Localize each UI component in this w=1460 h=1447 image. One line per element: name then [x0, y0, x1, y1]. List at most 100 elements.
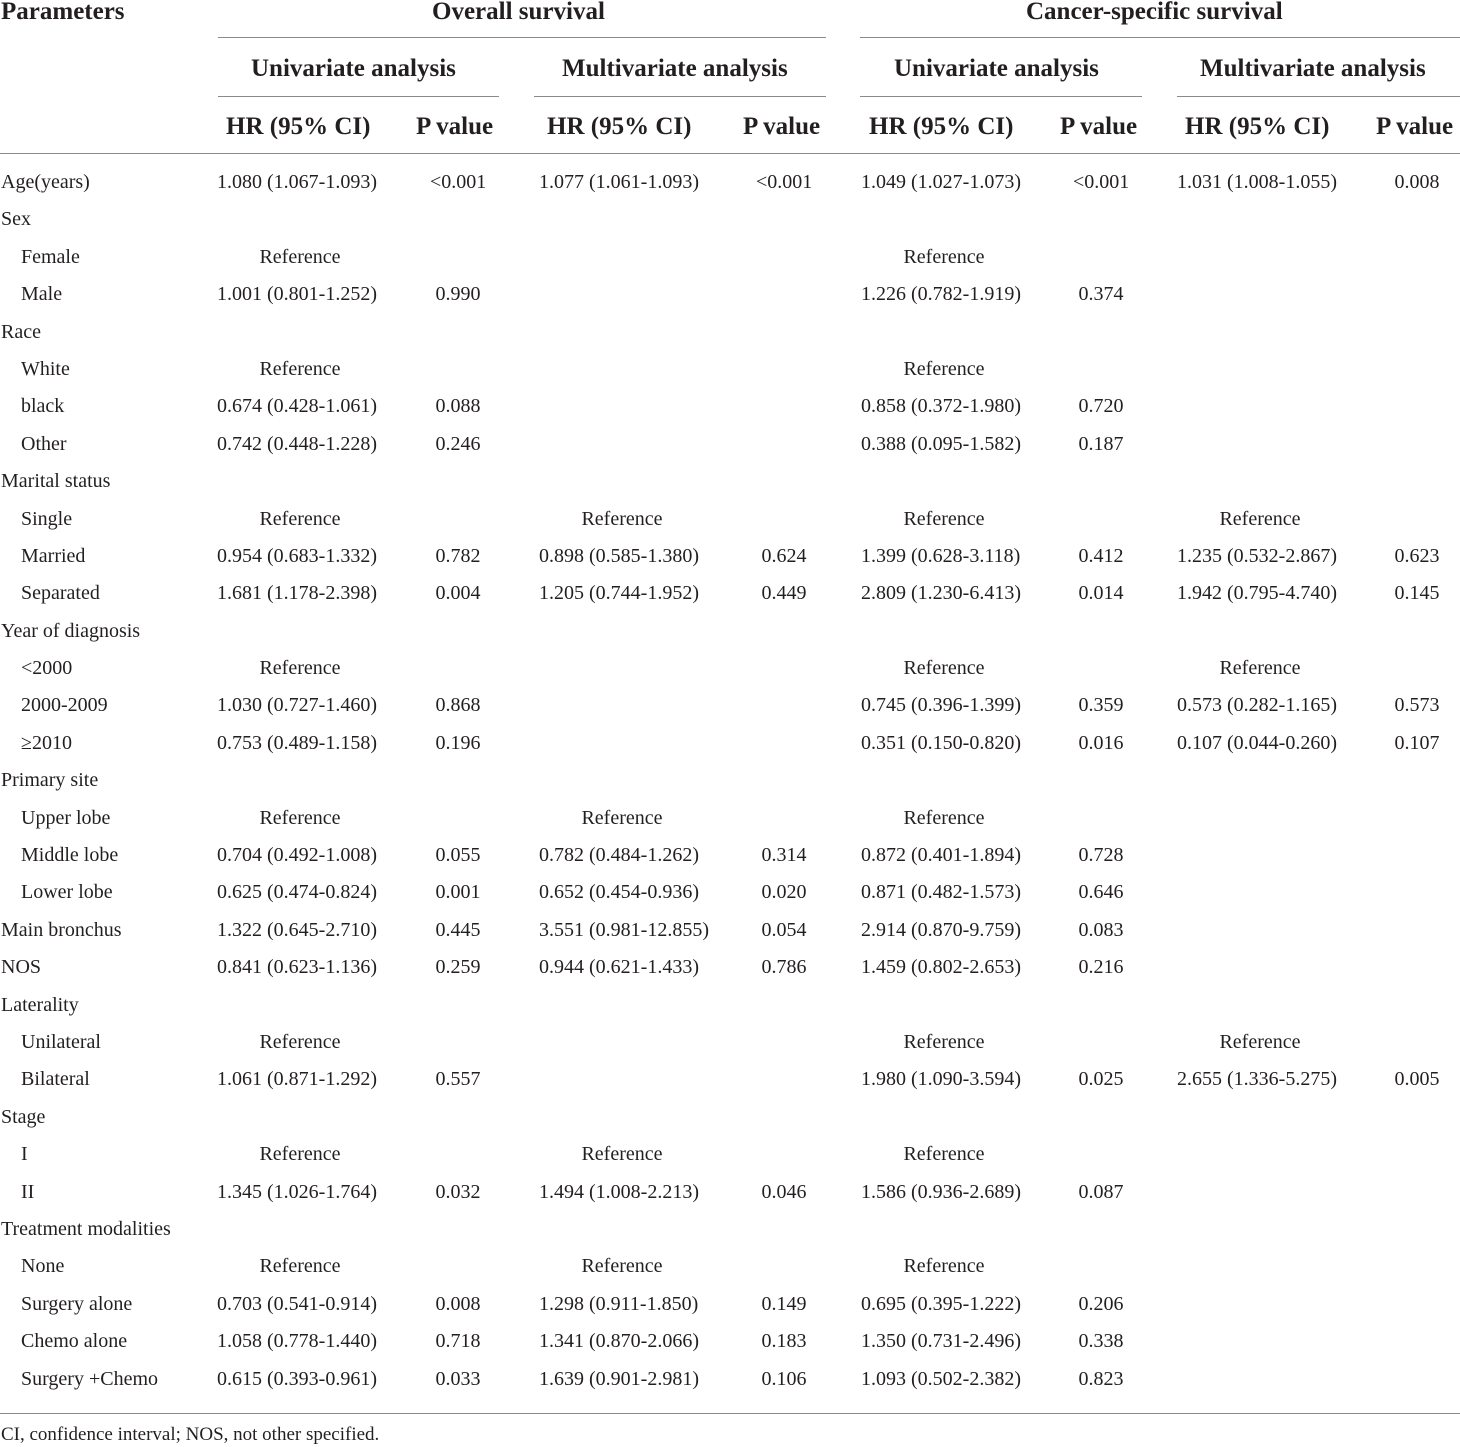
column-header-hr-1: HR (95% CI)	[226, 113, 371, 140]
table-row: Separated 1.681 (1.178-2.398) 0.004 1.205 (…	[0, 575, 1460, 612]
hr-ci-cell: Reference	[259, 1255, 341, 1278]
hr-ci-cell: 1.061 (0.871-1.292)	[217, 1068, 377, 1091]
row-label: black	[21, 395, 65, 418]
p-value-cell: 0.573	[1394, 694, 1440, 717]
p-value-cell: 0.786	[761, 956, 807, 979]
parameters-header: Parameters	[1, 0, 125, 25]
table-row: Middle lobe 0.704 (0.492-1.008) 0.055 0.782…	[0, 837, 1460, 874]
p-value-cell: <0.001	[756, 171, 813, 193]
hr-ci-cell: 0.944 (0.621-1.433)	[539, 956, 699, 979]
table-row: ≥2010 0.753 (0.489-1.158) 0.196 0.351 (0.15…	[0, 725, 1460, 762]
table-row: Male 1.001 (0.801-1.252) 0.990 1.226 (0.782…	[0, 276, 1460, 313]
row-label: Separated	[21, 582, 100, 605]
row-label: Year of diagnosis	[1, 619, 141, 642]
hr-ci-cell: 0.858 (0.372-1.980)	[861, 395, 1021, 418]
hr-ci-cell: Reference	[581, 1143, 663, 1166]
table-row: I Reference Reference Reference	[0, 1136, 1460, 1173]
p-value-cell: <0.001	[1073, 171, 1130, 193]
row-label: Main bronchus	[1, 918, 122, 941]
p-value-cell: 0.359	[1078, 694, 1124, 717]
column-header-p-4: P value	[1376, 113, 1454, 140]
hr-ci-cell: Reference	[581, 507, 663, 530]
hr-ci-cell: 1.226 (0.782-1.919)	[861, 283, 1021, 306]
row-label: Chemo alone	[21, 1330, 128, 1353]
table-row: Surgery alone 0.703 (0.541-0.914) 0.008 1.2…	[0, 1286, 1460, 1323]
p-value-cell: 0.187	[1078, 432, 1124, 455]
table-row: Laterality	[0, 987, 1460, 1024]
p-value-cell: 0.001	[435, 881, 481, 904]
table-row: Other 0.742 (0.448-1.228) 0.246 0.388 (0.09…	[0, 426, 1460, 463]
hr-ci-cell: 1.235 (0.532-2.867)	[1177, 544, 1337, 567]
row-label: Sex	[1, 208, 31, 231]
hr-ci-cell: 0.573 (0.282-1.165)	[1177, 694, 1337, 717]
hr-ci-cell: Reference	[903, 1030, 985, 1053]
hr-ci-cell: Reference	[903, 245, 985, 268]
column-header-hr-4: HR (95% CI)	[1185, 113, 1330, 140]
p-value-cell: 0.206	[1078, 1292, 1124, 1315]
hr-ci-cell: Reference	[259, 657, 341, 680]
row-label: I	[21, 1143, 28, 1166]
table-row: Marital status	[0, 463, 1460, 500]
column-header-p-2: P value	[743, 113, 821, 140]
row-label: Surgery +Chemo	[21, 1367, 159, 1390]
table-row: Age(years) 1.080 (1.067-1.093) <0.001 1.077…	[0, 164, 1460, 201]
hr-ci-cell: 1.942 (0.795-4.740)	[1177, 582, 1337, 605]
column-header-p-3: P value	[1060, 113, 1138, 140]
hr-ci-cell: Reference	[1219, 507, 1301, 530]
table-row: Married 0.954 (0.683-1.332) 0.782 0.898 (0.…	[0, 538, 1460, 575]
table-row: black 0.674 (0.428-1.061) 0.088 0.858 (0.37…	[0, 388, 1460, 425]
hr-ci-cell: Reference	[1219, 657, 1301, 680]
hr-ci-cell: Reference	[259, 507, 341, 530]
p-value-cell: 0.990	[435, 283, 481, 306]
p-value-cell: 0.088	[435, 395, 481, 418]
row-label: 2000-2009	[21, 694, 108, 717]
hr-ci-cell: 1.058 (0.778-1.440)	[217, 1330, 377, 1353]
hr-ci-cell: 1.298 (0.911-1.850)	[539, 1292, 699, 1315]
hr-ci-cell: 2.914 (0.870-9.759)	[861, 918, 1021, 941]
p-value-cell: 0.033	[435, 1367, 481, 1390]
hr-ci-cell: 0.745 (0.396-1.399)	[861, 694, 1021, 717]
hr-ci-cell: Reference	[903, 657, 985, 680]
css-univariate-rule	[860, 96, 1142, 97]
row-label: NOS	[1, 956, 42, 979]
table-row: Upper lobe Reference Reference Reference	[0, 800, 1460, 837]
hr-ci-cell: 0.388 (0.095-1.582)	[861, 432, 1021, 455]
p-value-cell: 0.083	[1078, 918, 1124, 941]
hr-ci-cell: 0.625 (0.474-0.824)	[217, 881, 377, 904]
p-value-cell: 0.008	[435, 1292, 481, 1315]
table-row: Treatment modalities	[0, 1211, 1460, 1248]
p-value-cell: 0.338	[1078, 1330, 1124, 1353]
p-value-cell: 0.016	[1078, 731, 1124, 754]
hr-ci-cell: Reference	[259, 245, 341, 268]
hr-ci-cell: 0.872 (0.401-1.894)	[861, 844, 1021, 867]
p-value-cell: 0.106	[761, 1367, 807, 1390]
hr-ci-cell: 0.871 (0.482-1.573)	[861, 881, 1021, 904]
hr-ci-cell: 1.205 (0.744-1.952)	[539, 582, 699, 605]
hr-ci-cell: 2.655 (1.336-5.275)	[1177, 1068, 1337, 1091]
p-value-cell: 0.412	[1078, 544, 1124, 567]
hr-ci-cell: 1.639 (0.901-2.981)	[539, 1367, 699, 1390]
css-multivariate-header: Multivariate analysis	[1200, 55, 1426, 82]
hr-ci-cell: Reference	[259, 1143, 341, 1166]
hr-ci-cell: 1.341 (0.870-2.066)	[539, 1330, 699, 1353]
p-value-cell: 0.557	[435, 1068, 481, 1091]
p-value-cell: 0.374	[1078, 283, 1124, 306]
table-row: Unilateral Reference Reference Reference	[0, 1024, 1460, 1061]
os-univariate-rule	[218, 96, 499, 97]
row-label: None	[21, 1255, 65, 1278]
column-header-hr-2: HR (95% CI)	[547, 113, 692, 140]
p-value-cell: 0.445	[435, 918, 481, 941]
hr-ci-cell: 3.551 (0.981-12.855)	[539, 918, 709, 941]
row-label: II	[21, 1180, 35, 1203]
p-value-cell: 0.720	[1078, 395, 1124, 418]
p-value-cell: 0.054	[761, 918, 807, 941]
overall-survival-rule	[218, 37, 826, 38]
p-value-cell: 0.449	[761, 582, 807, 605]
hr-ci-cell: 1.681 (1.178-2.398)	[217, 582, 377, 605]
table-row: Bilateral 1.061 (0.871-1.292) 0.557 1.980 (…	[0, 1061, 1460, 1098]
row-label: Surgery alone	[21, 1292, 133, 1315]
hr-ci-cell: 0.954 (0.683-1.332)	[217, 544, 377, 567]
hr-ci-cell: Reference	[903, 507, 985, 530]
hr-ci-cell: Reference	[1219, 1030, 1301, 1053]
hr-ci-cell: Reference	[259, 357, 341, 380]
